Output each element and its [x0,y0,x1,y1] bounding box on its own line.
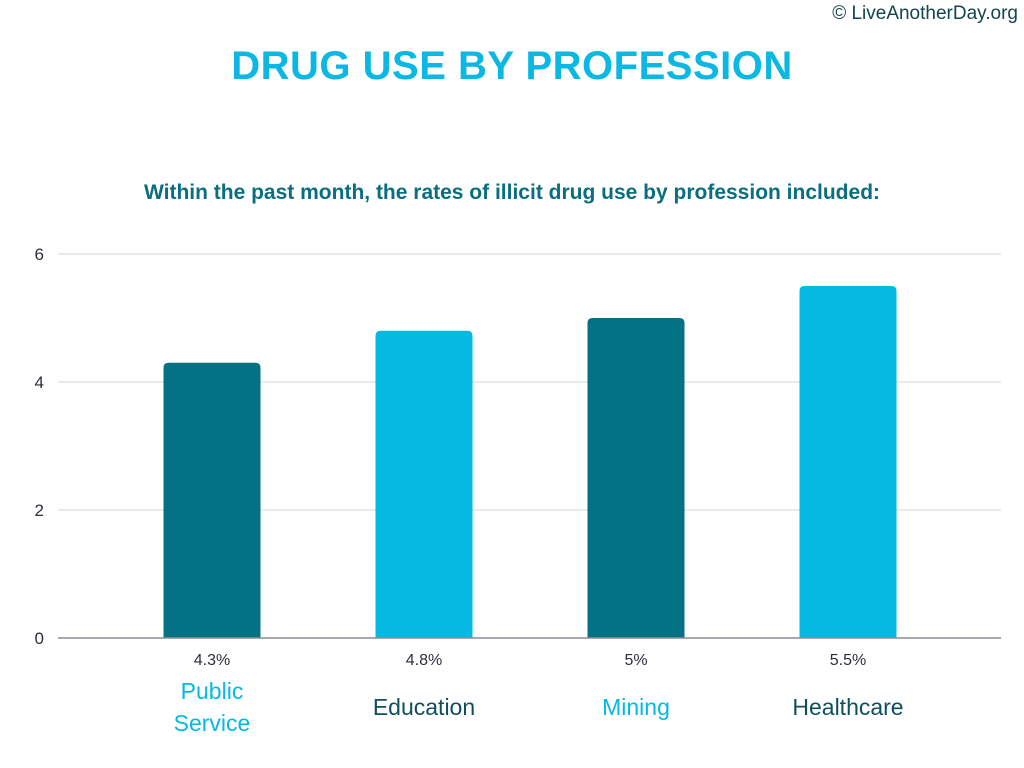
bar [163,362,261,638]
chart-subtitle: Within the past month, the rates of illi… [143,181,881,204]
y-tick-label: 4 [35,373,44,392]
category-label-line: Healthcare [792,694,903,720]
category-labels: Public Service Education Mining Healthcare [174,678,904,736]
category-label: Mining [602,694,670,720]
y-tick-label: 6 [35,245,44,264]
data-labels: 4.3% 4.8% 5% 5.5% [194,652,866,669]
bar [375,330,473,638]
category-label-line: Education [373,694,475,720]
chart-title: DRUG USE BY PROFESSION [231,44,793,88]
copyright-notice: © LiveAnotherDay.org [832,3,1018,24]
category-label: Public Service [174,678,251,736]
bars [163,286,897,638]
category-label-line: Public [181,678,244,704]
category-label-line: Service [174,710,251,736]
y-tick-label: 0 [35,629,44,648]
category-label: Education [373,694,475,720]
category-label-line: Mining [602,694,670,720]
data-label: 5.5% [830,652,866,669]
data-label: 4.3% [194,652,230,669]
bar [799,286,897,638]
bar [587,318,685,638]
data-label: 5% [624,652,647,669]
y-tick-label: 2 [35,501,44,520]
y-axis-ticks: 0 2 4 6 [35,245,44,648]
data-label: 4.8% [406,652,442,669]
category-label: Healthcare [792,694,903,720]
